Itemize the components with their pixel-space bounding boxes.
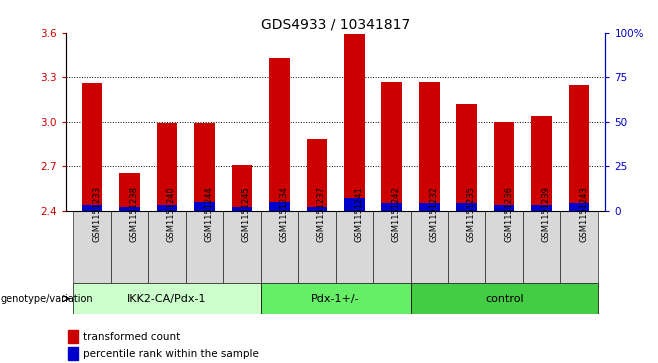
Text: percentile rank within the sample: percentile rank within the sample — [83, 348, 259, 359]
Text: GSM1151243: GSM1151243 — [579, 186, 588, 242]
Bar — [569, 85, 590, 211]
Text: GSM1151236: GSM1151236 — [504, 186, 513, 242]
Text: GSM1151240: GSM1151240 — [167, 186, 176, 242]
Text: GSM1151237: GSM1151237 — [317, 186, 326, 242]
Bar — [82, 83, 103, 211]
Bar — [73, 211, 111, 283]
Bar — [382, 82, 402, 211]
Bar — [298, 211, 336, 283]
Bar — [457, 104, 477, 211]
Bar — [232, 207, 252, 211]
Text: IKK2-CA/Pdx-1: IKK2-CA/Pdx-1 — [127, 294, 207, 303]
Text: GSM1151233: GSM1151233 — [92, 186, 101, 242]
Bar — [232, 164, 252, 211]
Bar — [68, 330, 78, 343]
Title: GDS4933 / 10341817: GDS4933 / 10341817 — [261, 17, 410, 32]
Bar — [411, 211, 448, 283]
Bar — [186, 211, 223, 283]
Bar — [307, 207, 327, 211]
Bar — [261, 211, 298, 283]
Bar — [261, 283, 411, 314]
Bar — [344, 34, 365, 211]
Bar — [494, 122, 515, 211]
Text: genotype/variation: genotype/variation — [1, 294, 93, 303]
Bar — [82, 205, 103, 211]
Bar — [419, 82, 440, 211]
Bar — [223, 211, 261, 283]
Bar — [411, 283, 598, 314]
Bar — [569, 203, 590, 211]
Bar — [307, 139, 327, 211]
Bar — [486, 211, 523, 283]
Bar — [532, 205, 552, 211]
Text: GSM1151242: GSM1151242 — [392, 186, 401, 242]
Bar — [382, 203, 402, 211]
Bar — [111, 211, 148, 283]
Bar — [344, 198, 365, 211]
Bar — [336, 211, 373, 283]
Bar — [561, 211, 598, 283]
Bar — [373, 211, 411, 283]
Text: control: control — [485, 294, 524, 303]
Bar — [119, 174, 139, 211]
Text: GSM1151238: GSM1151238 — [130, 186, 138, 242]
Bar — [269, 201, 290, 211]
Bar — [457, 203, 477, 211]
Text: Pdx-1+/-: Pdx-1+/- — [311, 294, 360, 303]
Bar — [494, 205, 515, 211]
Text: GSM1151241: GSM1151241 — [354, 186, 363, 242]
Text: GSM1151232: GSM1151232 — [429, 186, 438, 242]
Bar — [269, 58, 290, 211]
Bar — [157, 123, 177, 211]
Text: GSM1151244: GSM1151244 — [205, 186, 213, 242]
Bar — [119, 207, 139, 211]
Bar — [448, 211, 486, 283]
Text: transformed count: transformed count — [83, 331, 180, 342]
Bar — [194, 201, 215, 211]
Bar — [68, 347, 78, 360]
Text: GSM1151235: GSM1151235 — [467, 186, 476, 242]
Bar — [523, 211, 561, 283]
Text: GSM1151239: GSM1151239 — [542, 186, 551, 242]
Bar — [194, 123, 215, 211]
Bar — [73, 283, 261, 314]
Bar — [532, 116, 552, 211]
Bar — [157, 205, 177, 211]
Text: GSM1151234: GSM1151234 — [280, 186, 288, 242]
Bar — [148, 211, 186, 283]
Bar — [419, 203, 440, 211]
Text: GSM1151245: GSM1151245 — [242, 186, 251, 242]
